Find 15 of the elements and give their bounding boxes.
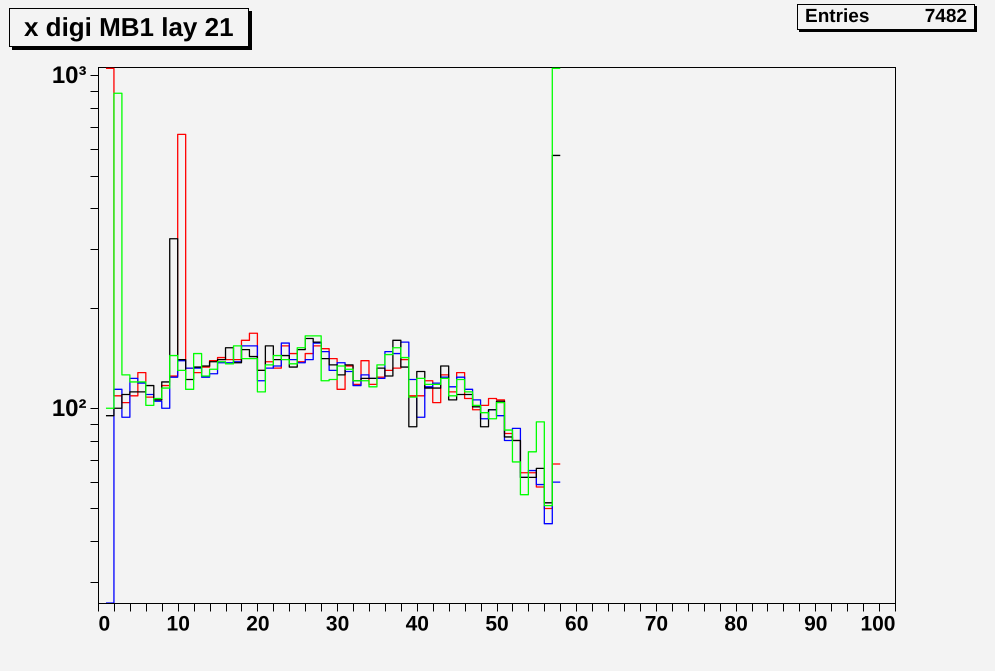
- x-tick-label: 90: [804, 612, 828, 636]
- x-tick-label: 40: [406, 612, 429, 636]
- x-tick-label: 70: [644, 612, 668, 636]
- x-tick-label: 30: [326, 612, 350, 636]
- x-tick-label: 20: [246, 612, 270, 636]
- y-tick-label: 10²: [52, 394, 87, 422]
- y-tick-label: 10³: [52, 62, 87, 89]
- text: Entries 7482: [797, 4, 975, 30]
- x-tick-label: 10: [166, 612, 190, 636]
- x-tick-label: 0: [98, 612, 110, 636]
- chart-title: x digi MB1 lay 21: [9, 8, 249, 47]
- x-tick-label: 50: [485, 612, 509, 636]
- x-tick-label: 80: [724, 612, 748, 636]
- x-tick-label: 60: [565, 612, 588, 636]
- x-tick-label: 100: [860, 612, 896, 636]
